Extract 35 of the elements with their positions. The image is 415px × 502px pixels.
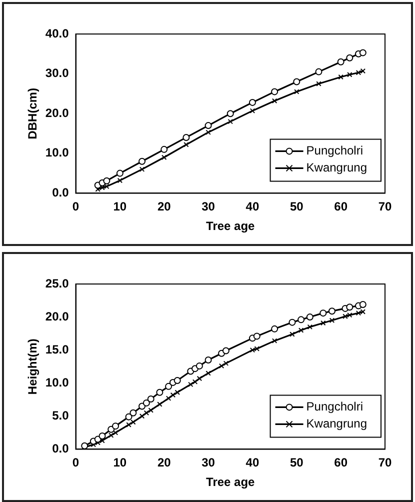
x-axis-title: Tree age <box>206 475 256 490</box>
x-tick-label: 60 <box>334 200 348 214</box>
x-tick-label: 70 <box>378 456 392 470</box>
legend-label: Pungcholri <box>306 144 363 158</box>
y-axis-title: Height(m) <box>26 338 40 395</box>
legend-label: Kwangrung <box>306 160 368 175</box>
y-tick-label: 20.0 <box>45 309 70 324</box>
y-axis-title: DBH(cm) <box>26 88 40 140</box>
y-tick-label: 25.0 <box>45 276 70 290</box>
y-tick-label: 10.0 <box>45 375 70 390</box>
x-tick-label: 60 <box>334 456 348 470</box>
x-tick-label: 20 <box>157 456 172 470</box>
x-tick-label: 50 <box>290 456 304 470</box>
x-axis-title: Tree age <box>206 219 256 234</box>
y-tick-label: 40.0 <box>45 26 70 40</box>
y-tick-label: 15.0 <box>45 342 70 356</box>
legend-label: Kwangrung <box>306 416 368 431</box>
x-tick-label: 20 <box>157 200 172 214</box>
x-tick-label: 40 <box>246 200 260 214</box>
x-tick-label: 70 <box>378 200 392 214</box>
x-tick-label: 50 <box>290 200 304 214</box>
x-tick-label: 0 <box>72 456 80 470</box>
x-tick-label: 10 <box>113 456 127 470</box>
y-tick-label: 0.0 <box>52 186 70 200</box>
x-tick-label: 30 <box>202 456 216 470</box>
x-tick-label: 30 <box>202 200 216 214</box>
y-tick-label: 10.0 <box>45 146 70 160</box>
x-tick-label: 0 <box>72 200 80 214</box>
legend-label: Pungcholri <box>306 400 363 414</box>
y-tick-label: 30.0 <box>45 66 70 80</box>
y-tick-label: 20.0 <box>45 106 70 120</box>
y-tick-label: 0.0 <box>52 442 70 456</box>
x-tick-label: 10 <box>113 200 127 214</box>
y-tick-label: 5.0 <box>52 408 70 422</box>
x-tick-label: 40 <box>246 456 260 470</box>
